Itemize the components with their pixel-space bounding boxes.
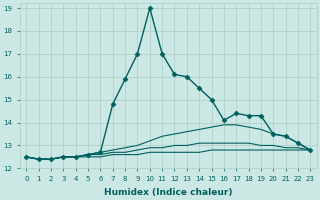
X-axis label: Humidex (Indice chaleur): Humidex (Indice chaleur) — [104, 188, 233, 197]
